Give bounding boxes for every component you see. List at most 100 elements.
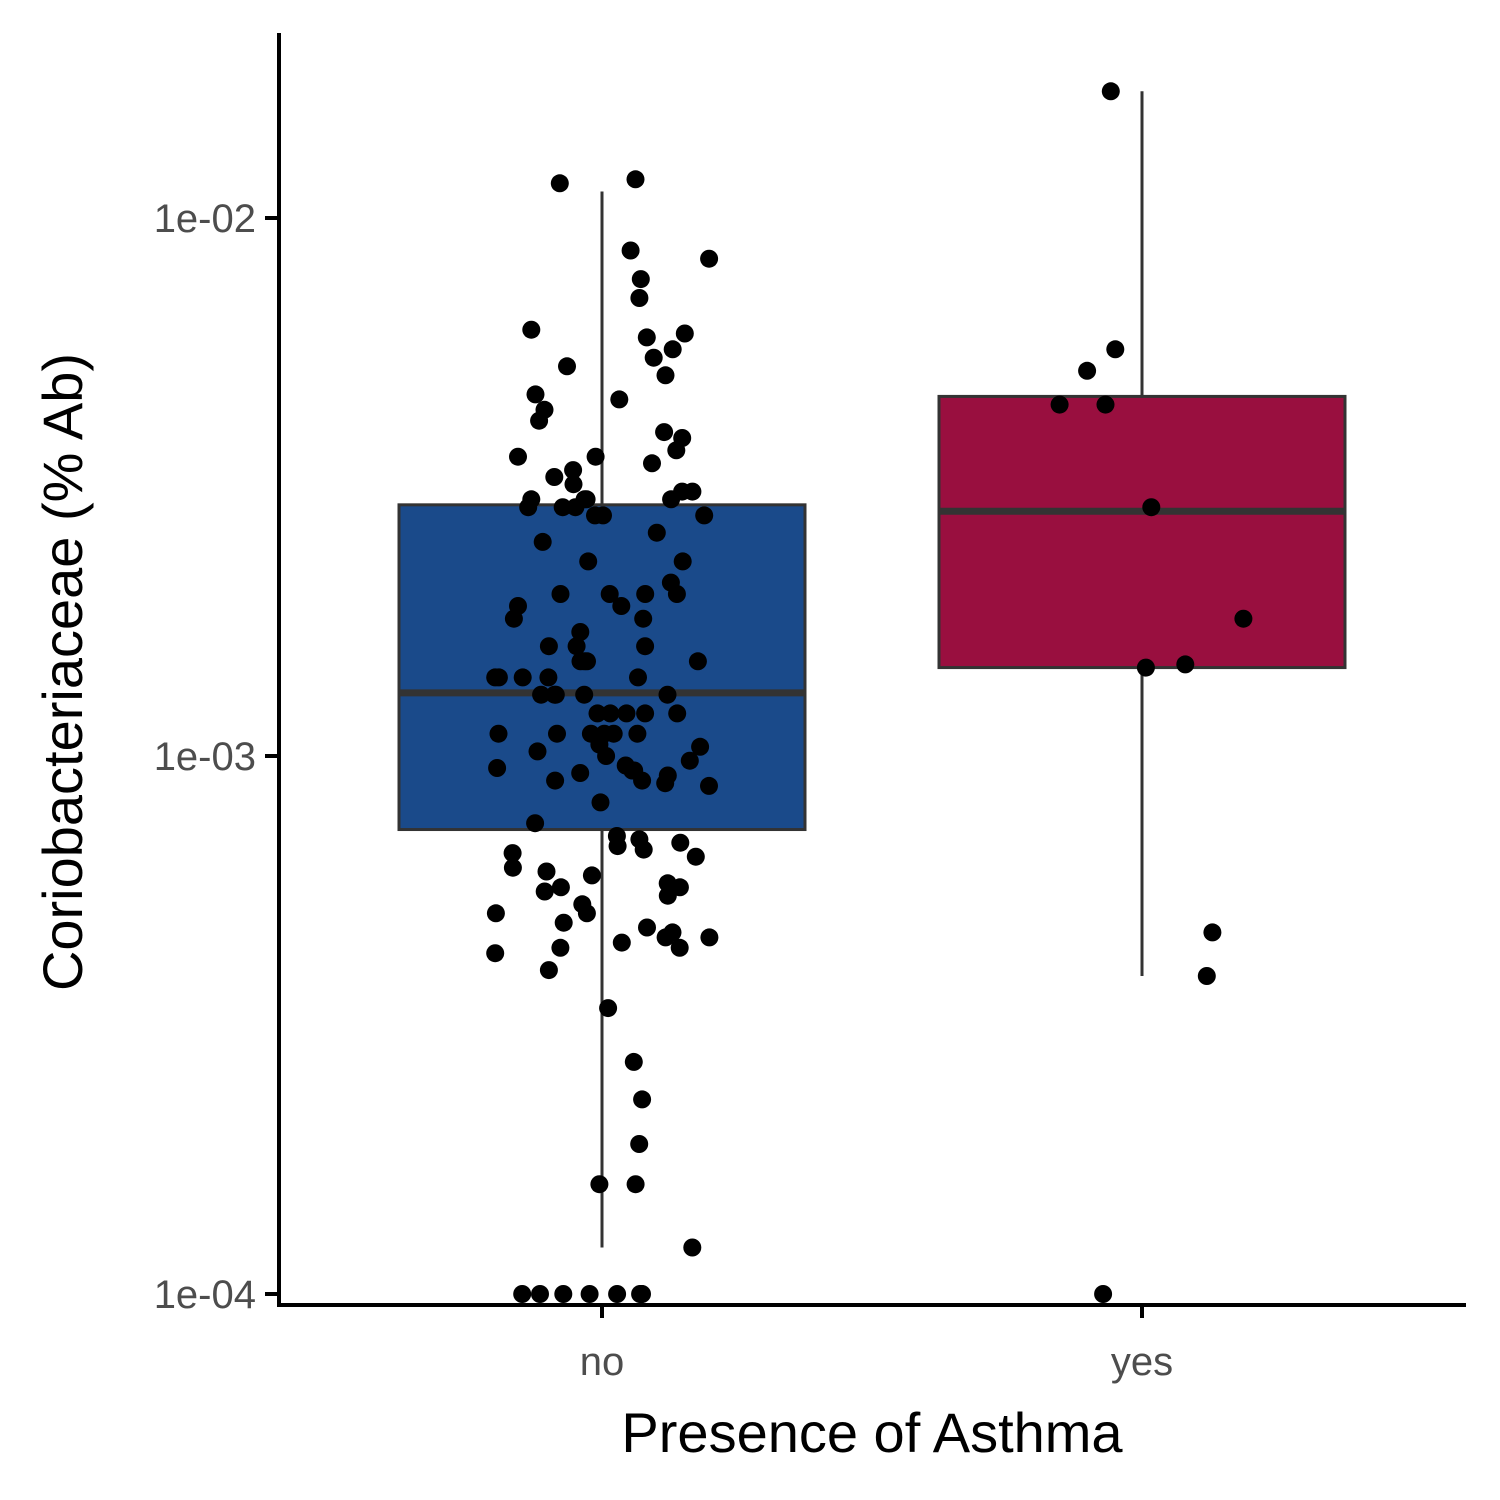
data-point-no [486, 668, 505, 687]
data-point-no [550, 174, 569, 193]
data-point-no [667, 585, 686, 603]
data-point-no [636, 637, 655, 656]
data-point-no [503, 844, 522, 863]
data-point-no [630, 289, 649, 307]
data-point-no [634, 840, 653, 859]
box-no [397, 503, 807, 832]
data-point-no [700, 928, 719, 947]
data-point-no [545, 468, 564, 486]
data-point-yes [1078, 361, 1097, 380]
data-point-no [537, 862, 556, 881]
data-point-no [488, 759, 507, 777]
data-point-no [528, 742, 547, 761]
data-point-yes [1050, 395, 1069, 414]
data-point-no [628, 724, 647, 743]
data-point-no [612, 597, 631, 615]
data-point-no [624, 1052, 643, 1071]
data-point-no [551, 938, 570, 957]
data-point-no [617, 704, 636, 723]
data-point-no [579, 552, 598, 571]
data-point-yes [1203, 923, 1222, 942]
data-point-no [509, 447, 527, 466]
data-point-no [578, 652, 596, 671]
data-point-no [597, 747, 616, 765]
box-yes [937, 394, 1347, 670]
data-point-no [621, 241, 640, 260]
x-axis-title: Presence of Asthma [621, 1401, 1123, 1464]
data-point-no [663, 340, 682, 359]
points-layer [486, 82, 1253, 1303]
data-point-no [700, 776, 718, 795]
data-point-no [526, 385, 545, 404]
y-ticks-layer: 1e-04 1e-03 1e-02 [154, 197, 279, 1317]
data-point-no [503, 858, 522, 877]
data-point-yes [1142, 498, 1161, 517]
y-axis-title: Coriobacteriaceae (% Ab) [31, 353, 94, 991]
data-point-no [571, 623, 590, 641]
data-point-no [582, 866, 601, 885]
data-point-yes [1106, 340, 1125, 359]
data-point-no [513, 1285, 532, 1303]
data-point-no [553, 498, 572, 517]
data-point-no [626, 170, 645, 189]
data-point-no [558, 357, 576, 376]
data-point-no [638, 918, 656, 937]
data-point-no [671, 833, 690, 852]
data-point-no [577, 904, 596, 923]
data-point-no [522, 320, 541, 339]
data-point-no [601, 704, 620, 723]
data-point-yes [1176, 655, 1195, 674]
data-point-no [546, 771, 565, 790]
data-point-no [545, 685, 564, 704]
data-point-no [656, 774, 675, 793]
data-point-no [548, 724, 566, 743]
data-point-no [636, 585, 655, 603]
data-point-no [629, 668, 647, 687]
data-point-no [571, 764, 590, 782]
data-point-no [658, 685, 677, 704]
axes-layer [277, 33, 1466, 1307]
data-point-no [591, 793, 610, 812]
x-ticks-layer: no yes [580, 1306, 1173, 1384]
data-point-no [551, 878, 570, 897]
data-point-no [519, 498, 538, 517]
data-point-no [554, 1285, 573, 1303]
data-point-no [644, 348, 663, 367]
data-point-no [643, 454, 661, 473]
data-point-no [626, 1175, 645, 1194]
data-point-no [680, 751, 699, 770]
data-point-no [691, 737, 710, 756]
data-point-no [533, 532, 552, 551]
data-point-no [700, 249, 719, 268]
data-point-no [656, 366, 675, 385]
data-point-yes [1096, 395, 1115, 414]
y-tick-label-1e-02: 1e-02 [154, 197, 256, 241]
data-point-no [530, 411, 549, 430]
data-point-no [504, 609, 523, 628]
data-point-no [575, 685, 594, 704]
data-point-no [630, 1135, 649, 1153]
data-point-no [608, 1285, 627, 1303]
data-point-no [526, 814, 545, 833]
data-point-no [667, 441, 686, 460]
boxes-layer [397, 91, 1347, 1248]
data-point-no [486, 904, 505, 923]
data-point-no [668, 704, 687, 723]
data-point-yes [1197, 967, 1216, 985]
data-point-no [489, 724, 508, 743]
data-point-no [600, 585, 619, 603]
data-point-yes [1136, 658, 1155, 677]
data-point-no [590, 1175, 609, 1194]
data-point-no [647, 523, 666, 542]
data-point-no [564, 475, 583, 494]
data-point-no [535, 882, 554, 901]
data-point-no [670, 938, 689, 957]
data-point-no [554, 913, 573, 932]
data-point-no [539, 637, 558, 656]
data-point-no [551, 585, 570, 603]
data-point-no [612, 933, 631, 952]
data-point-yes [1101, 82, 1120, 101]
data-point-no [634, 609, 653, 628]
